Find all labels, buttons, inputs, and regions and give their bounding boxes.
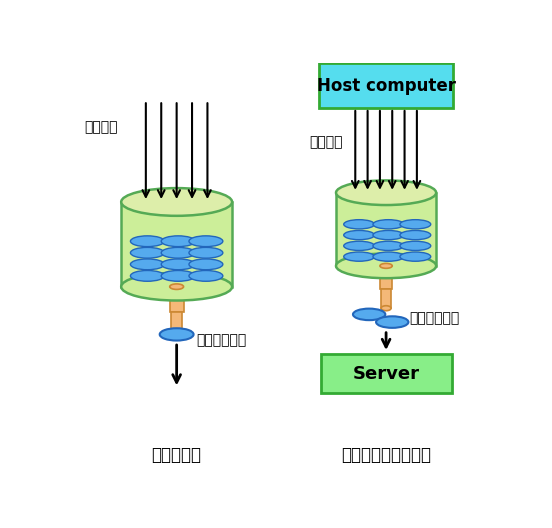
Ellipse shape: [189, 270, 223, 281]
Ellipse shape: [130, 236, 164, 247]
Ellipse shape: [160, 328, 194, 341]
Ellipse shape: [161, 270, 195, 281]
Ellipse shape: [121, 273, 232, 300]
Bar: [121, 202, 232, 287]
Text: 数据请求: 数据请求: [84, 120, 118, 134]
Ellipse shape: [130, 259, 164, 270]
Ellipse shape: [344, 220, 374, 229]
Ellipse shape: [373, 252, 404, 261]
Ellipse shape: [130, 270, 164, 281]
Text: 被服务的请求: 被服务的请求: [409, 311, 459, 325]
Text: 令牌桶算法: 令牌桶算法: [152, 446, 201, 464]
Bar: [336, 193, 436, 266]
Ellipse shape: [380, 263, 392, 268]
Ellipse shape: [400, 230, 431, 240]
Ellipse shape: [121, 188, 232, 216]
Ellipse shape: [161, 248, 195, 258]
Bar: [171, 312, 182, 333]
Ellipse shape: [344, 241, 374, 250]
Ellipse shape: [189, 259, 223, 270]
Ellipse shape: [169, 284, 184, 289]
Ellipse shape: [171, 330, 182, 336]
Bar: [381, 289, 391, 308]
Ellipse shape: [336, 253, 436, 278]
Ellipse shape: [400, 241, 431, 250]
Ellipse shape: [400, 252, 431, 261]
Ellipse shape: [376, 316, 408, 328]
Ellipse shape: [189, 248, 223, 258]
Text: 数据请求: 数据请求: [309, 136, 343, 149]
FancyBboxPatch shape: [321, 354, 452, 393]
Ellipse shape: [373, 241, 404, 250]
FancyBboxPatch shape: [319, 63, 453, 108]
Ellipse shape: [344, 230, 374, 240]
Bar: [380, 266, 392, 289]
Ellipse shape: [353, 308, 385, 320]
Ellipse shape: [130, 248, 164, 258]
Bar: [169, 287, 184, 312]
Ellipse shape: [373, 220, 404, 229]
Ellipse shape: [189, 236, 223, 247]
Text: 令牌桶算法应用图示: 令牌桶算法应用图示: [341, 446, 431, 464]
Ellipse shape: [381, 306, 391, 310]
Text: Server: Server: [353, 365, 420, 383]
Ellipse shape: [161, 236, 195, 247]
Ellipse shape: [161, 259, 195, 270]
Ellipse shape: [336, 181, 436, 205]
Text: Host computer: Host computer: [317, 77, 455, 95]
Ellipse shape: [344, 252, 374, 261]
Text: 被服务的请求: 被服务的请求: [196, 334, 246, 347]
Ellipse shape: [400, 220, 431, 229]
Ellipse shape: [373, 230, 404, 240]
